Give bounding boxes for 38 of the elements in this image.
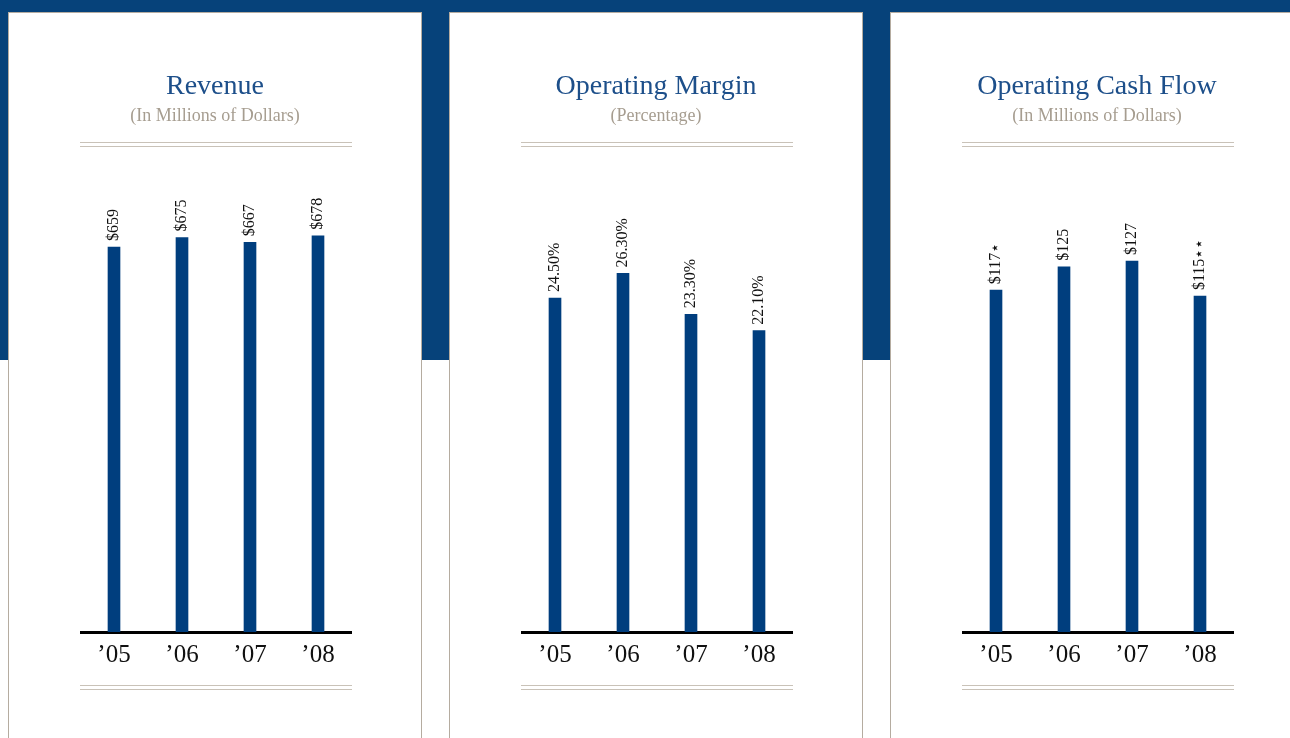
bar xyxy=(752,330,766,632)
x-tick-label: ’07 xyxy=(1115,639,1149,667)
bar xyxy=(1057,266,1071,632)
data-label: 22.10% xyxy=(749,275,767,325)
bar xyxy=(684,314,698,632)
x-tick-label: ’08 xyxy=(742,639,776,667)
data-label: $125 xyxy=(1054,228,1072,261)
bar xyxy=(548,297,562,632)
bar xyxy=(1125,260,1139,632)
data-label: $127 xyxy=(1122,222,1140,255)
chart-title: Operating Margin xyxy=(554,69,758,101)
data-label: $667 xyxy=(240,204,258,237)
data-label: $675 xyxy=(172,199,190,232)
data-label: 26.30% xyxy=(613,218,631,268)
data-label: $659 xyxy=(104,208,122,241)
x-tick-label: ’05 xyxy=(97,639,131,667)
bar xyxy=(989,289,1003,632)
x-tick-label: ’07 xyxy=(233,639,267,667)
x-tick-label: ’05 xyxy=(538,639,572,667)
chart-title: Operating Cash Flow xyxy=(976,69,1218,101)
x-tick-label: ’06 xyxy=(606,639,640,667)
x-tick-label: ’06 xyxy=(165,639,199,667)
data-label: $678 xyxy=(308,197,326,230)
bar xyxy=(1193,295,1207,632)
chart-subtitle: (Percentage) xyxy=(609,105,703,126)
data-label: $115⋆⋆ xyxy=(1190,238,1208,291)
chart-subtitle: (In Millions of Dollars) xyxy=(1011,105,1183,126)
bar xyxy=(616,273,630,632)
x-tick-label: ’08 xyxy=(301,639,335,667)
data-label: 23.30% xyxy=(681,259,699,309)
x-tick-label: ’06 xyxy=(1047,639,1081,667)
x-tick-label: ’08 xyxy=(1183,639,1217,667)
x-tick-label: ’07 xyxy=(674,639,708,667)
data-label: 24.50% xyxy=(545,242,563,292)
chart-subtitle: (In Millions of Dollars) xyxy=(129,105,301,126)
data-label: $117⋆ xyxy=(986,242,1004,285)
chart-title: Revenue xyxy=(165,69,265,101)
x-tick-label: ’05 xyxy=(979,639,1013,667)
